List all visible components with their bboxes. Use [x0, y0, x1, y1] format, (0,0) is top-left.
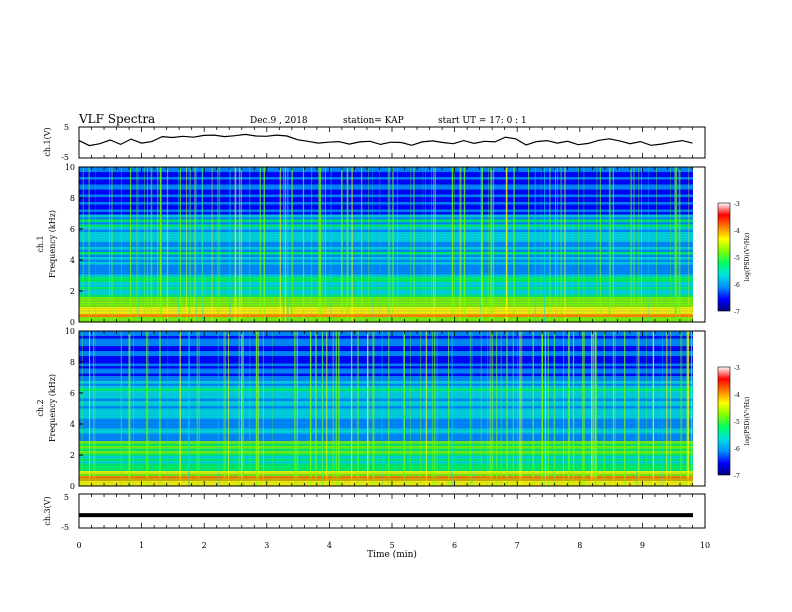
- ch3-ytick-bottom: -5: [61, 523, 69, 532]
- spectrogram-ytick-label: 6: [70, 225, 75, 234]
- colorbar-tick-label: -5: [734, 255, 740, 262]
- x-tick-label: 4: [327, 541, 332, 550]
- ch3-waveform-frame: [78, 493, 706, 529]
- colorbar-label: log(PSD)(V²/Hz): [744, 397, 751, 446]
- ch1-spectrogram-panel: 0 2 4 6 8 10 ch.1 Frequency (kHz) -3 -4 -5 -6 -7 l…: [36, 163, 751, 327]
- ch1-waveform-line: [78, 133, 693, 147]
- x-axis-label: Time (min): [367, 549, 417, 560]
- spectrogram-ytick-label: 2: [70, 451, 75, 460]
- x-tick-label: 0: [76, 541, 81, 550]
- x-tick-label: 2: [202, 541, 207, 550]
- spectrogram-ytick-label: 8: [70, 358, 75, 367]
- spectrogram-ytick-label: 10: [65, 163, 75, 172]
- x-tick-label: 1: [139, 541, 144, 550]
- colorbar-tick-label: -5: [734, 419, 740, 426]
- colorbar-tick-label: -6: [734, 282, 740, 289]
- ch1-colorbar: -3 -4 -5 -6 -7 log(PSD)(V²/Hz): [717, 201, 751, 316]
- colorbar-gradient: [717, 366, 731, 476]
- colorbar-tick-label: -4: [734, 392, 740, 399]
- ch1-ytick-top: 5: [64, 123, 69, 132]
- date-label: Dec.9 , 2018: [250, 116, 308, 126]
- x-tick-label: 7: [515, 541, 520, 550]
- colorbar-tick-label: -3: [734, 201, 740, 208]
- colorbar-tick-label: -7: [734, 309, 740, 316]
- colorbar-tick-label: -7: [734, 473, 740, 480]
- ch2-spectrogram-image: [79, 331, 705, 487]
- ch2-spectrogram-ylabel-channel: ch.2: [36, 399, 45, 416]
- colorbar-tick-label: -3: [734, 365, 740, 372]
- station-label: station= KAP: [343, 116, 404, 126]
- ch2-spectrogram-panel: 0 2 4 6 8 10 ch.2 Frequency (kHz) -3 -4 -5 -6 -7 l…: [36, 327, 751, 491]
- x-tick-label: 8: [577, 541, 582, 550]
- ch1-spectrogram-image: [79, 167, 705, 323]
- ch3-ytick-top: 5: [64, 493, 69, 502]
- colorbar-gradient: [717, 202, 731, 312]
- spectrogram-ytick-label: 4: [70, 420, 75, 429]
- x-axis-ticks: [78, 127, 706, 528]
- ch2-spectrogram-ylabel-frequency: Frequency (kHz): [48, 374, 57, 442]
- spectrogram-ytick-label: 8: [70, 194, 75, 203]
- ch1-waveform-panel: 5 -5 ch.1(V): [43, 123, 706, 162]
- spectrogram-ytick-label: 2: [70, 287, 75, 296]
- spectrogram-ytick-label: 0: [70, 318, 75, 327]
- x-tick-label: 6: [452, 541, 457, 550]
- start-time-label: start UT = 17: 0 : 1: [438, 116, 527, 126]
- spectrogram-ytick-label: 6: [70, 389, 75, 398]
- x-axis-tick-labels: 0 1 2 3 4 5 6 7 8 9 10: [76, 541, 710, 550]
- colorbar-tick-label: -6: [734, 446, 740, 453]
- figure-title: VLF Spectra: [78, 112, 155, 126]
- x-tick-label: 3: [264, 541, 269, 550]
- colorbar-label: log(PSD)(V²/Hz): [744, 233, 751, 282]
- ch1-waveform-ylabel: ch.1(V): [43, 127, 52, 156]
- spectrogram-ytick-label: 4: [70, 256, 75, 265]
- x-tick-label: 10: [700, 541, 710, 550]
- ch2-colorbar: -3 -4 -5 -6 -7 log(PSD)(V²/Hz): [717, 365, 751, 480]
- ch3-waveform-panel: 5 -5 ch.3(V): [43, 493, 706, 532]
- x-tick-label: 9: [640, 541, 645, 550]
- ch1-ytick-bottom: -5: [61, 153, 69, 162]
- ch1-spectrogram-ylabel-frequency: Frequency (kHz): [48, 210, 57, 278]
- ch1-spectrogram-ylabel-channel: ch.1: [36, 235, 45, 252]
- spectrogram-ytick-label: 10: [65, 327, 75, 336]
- x-tick-label: 5: [389, 541, 394, 550]
- spectrogram-ytick-label: 0: [70, 482, 75, 491]
- colorbar-tick-label: -4: [734, 228, 740, 235]
- ch3-waveform-ylabel: ch.3(V): [43, 496, 52, 525]
